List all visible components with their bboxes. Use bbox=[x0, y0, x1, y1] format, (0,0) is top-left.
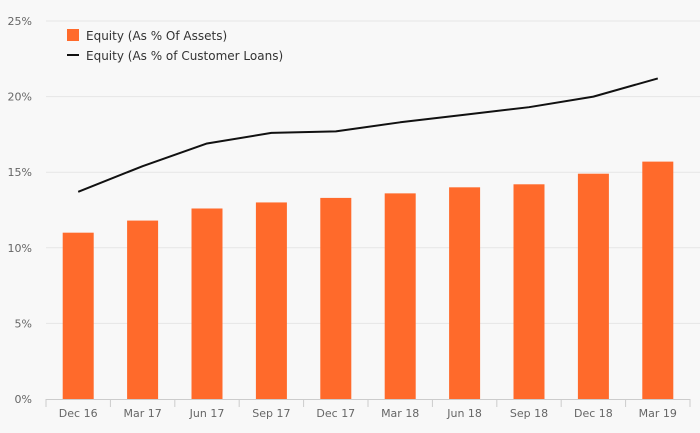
bar bbox=[62, 232, 94, 399]
bar bbox=[320, 197, 352, 399]
bar bbox=[384, 193, 416, 399]
legend-bar-label: Equity (As % Of Assets) bbox=[86, 29, 227, 43]
bar bbox=[513, 184, 545, 399]
x-tick-label: Sep 18 bbox=[510, 407, 548, 420]
x-tick-label: Mar 17 bbox=[123, 407, 161, 420]
y-tick-label: 15% bbox=[8, 166, 32, 179]
x-tick-label: Jun 17 bbox=[189, 407, 225, 420]
x-tick-label: Sep 17 bbox=[252, 407, 290, 420]
series-line bbox=[77, 77, 659, 193]
legend-line-label: Equity (As % of Customer Loans) bbox=[86, 49, 283, 63]
y-tick-label: 5% bbox=[15, 317, 32, 330]
y-tick-label: 25% bbox=[8, 15, 32, 28]
y-tick-label: 20% bbox=[8, 91, 32, 104]
bar bbox=[191, 208, 223, 399]
bar bbox=[577, 173, 609, 399]
y-axis-ticks: 0% 5% 10% 15% 20% 25% bbox=[8, 15, 32, 406]
bar bbox=[127, 220, 159, 399]
x-tick-label: Dec 17 bbox=[316, 407, 355, 420]
bar-series bbox=[62, 161, 674, 399]
x-tick-label: Mar 19 bbox=[639, 407, 677, 420]
bar bbox=[255, 202, 287, 399]
line-series bbox=[77, 77, 659, 193]
x-axis: Dec 16 Mar 17 Jun 17 Sep 17 Dec 17 Mar 18 Jun … bbox=[45, 399, 691, 420]
bar bbox=[642, 161, 674, 399]
x-tick-label: Dec 18 bbox=[574, 407, 613, 420]
y-tick-label: 10% bbox=[8, 242, 32, 255]
x-tick-label: Jun 18 bbox=[446, 407, 482, 420]
x-tick-label: Dec 16 bbox=[59, 407, 98, 420]
legend-bar-swatch bbox=[67, 29, 79, 41]
y-tick-label: 0% bbox=[15, 393, 32, 406]
bar bbox=[449, 187, 481, 399]
legend: Equity (As % Of Assets) Equity (As % of … bbox=[67, 29, 283, 63]
x-tick-label: Mar 18 bbox=[381, 407, 419, 420]
